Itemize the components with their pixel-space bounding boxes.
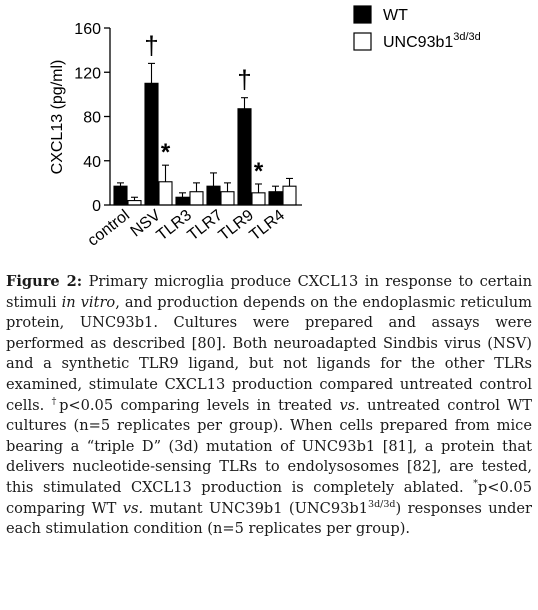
caption-dagger: †	[51, 395, 60, 407]
bar	[251, 192, 266, 206]
significance-marker: †	[237, 65, 251, 95]
y-tick-label: 120	[74, 65, 101, 82]
bar	[189, 191, 204, 206]
caption-text-2: , and production depends on the endoplas…	[6, 293, 532, 414]
caption-vs-1: vs.	[339, 396, 360, 414]
legend-label: UNC93b13d/3d	[383, 31, 481, 51]
caption-superscript: 3d/3d	[368, 498, 396, 510]
bar	[282, 185, 297, 206]
bar-series: † * † *	[113, 30, 297, 206]
caption-text-7: ) responses under each stimulation condi…	[6, 499, 532, 538]
significance-marker: *	[254, 158, 264, 185]
legend-swatch	[353, 5, 372, 24]
caption-text-5: p<0.05 comparing WT	[6, 478, 532, 517]
caption-text-4: untreated control WT cultures (n=5 repli…	[6, 396, 533, 496]
y-tick-label: 0	[92, 198, 101, 215]
x-tick-label: TLR3	[154, 207, 195, 245]
legend: WT UNC93b13d/3d	[353, 5, 481, 51]
significance-marker: *	[161, 139, 171, 166]
bar	[127, 200, 142, 206]
legend-swatch	[353, 32, 372, 51]
bar	[237, 108, 252, 206]
legend-label-text: UNC93b1	[383, 34, 453, 51]
y-tick-label: 160	[74, 21, 101, 38]
caption-vs-2: vs.	[122, 499, 144, 517]
caption-text-3: p<0.05 comparing levels in treated	[59, 396, 340, 414]
bar	[113, 185, 128, 206]
legend-label: WT	[383, 7, 408, 24]
caption-star: *	[473, 478, 478, 490]
y-axis: 0 40 80 120 160	[74, 21, 111, 215]
bar	[220, 191, 235, 206]
bar-chart: CXCL13 (pg/ml) 0 40 80 120 160 † * † * controlN…	[49, 5, 481, 250]
x-tick-label: TLR4	[247, 207, 288, 245]
legend-label-superscript: 3d/3d	[453, 31, 481, 43]
bar	[268, 191, 283, 206]
bar	[206, 185, 221, 206]
figure-caption: Figure 2: Primary microglia produce CXCL…	[6, 272, 532, 540]
bar	[144, 82, 159, 206]
y-tick-label: 80	[83, 110, 101, 127]
y-tick-label: 40	[83, 154, 101, 171]
caption-text-6: mutant UNC39b1 (UNC93b1	[143, 499, 369, 517]
caption-label: Figure 2:	[6, 273, 83, 290]
caption-in-vitro: in vitro	[61, 293, 116, 311]
significance-marker: †	[144, 30, 158, 60]
x-tick-label: TLR7	[185, 207, 226, 245]
caption-text-1: Primary microglia produce CXCL13 in resp…	[6, 273, 532, 311]
legend-label-text: WT	[383, 7, 408, 24]
y-axis-label: CXCL13 (pg/ml)	[49, 60, 66, 175]
x-tick-label: TLR9	[216, 207, 257, 245]
bar	[158, 181, 173, 206]
bar	[175, 196, 190, 206]
